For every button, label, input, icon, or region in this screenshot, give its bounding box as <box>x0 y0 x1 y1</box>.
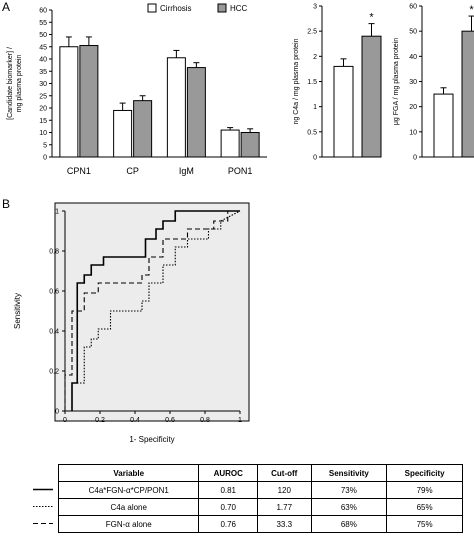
legend-label: HCC <box>230 4 248 13</box>
x-axis-label: 1- Specificity <box>129 435 174 444</box>
fga-bar-chart: 0 10 20 30 40 50 60 μg FGA / mg plasma protein * <box>393 4 474 162</box>
panel-b-label: B <box>2 197 10 211</box>
y-tick-label: 40 <box>409 54 417 61</box>
y-tick-label: 60 <box>39 8 47 15</box>
y-tick-label: 50 <box>39 32 47 39</box>
biomarker-bar-chart: 0 5 10 15 20 25 30 35 40 45 50 55 60 [Candidate bioma… <box>7 3 267 176</box>
y-tick-label: 10 <box>39 130 47 137</box>
roc-line-dashed <box>64 210 240 411</box>
y-tick-label: 0 <box>413 155 417 162</box>
x-tick-label: CPN1 <box>67 166 91 176</box>
y-tick-label: 35 <box>39 69 47 76</box>
table-row: C4a*FGN-α*CP/PON1 0.81 120 73% 79% <box>57 481 463 499</box>
y-tick-label: 0.8 <box>49 249 59 256</box>
y-tick-label: 55 <box>39 20 47 27</box>
y-tick-label: 1.5 <box>307 79 317 86</box>
y-axis-label: Sensitivity <box>13 293 22 329</box>
y-tick-label: 0.6 <box>49 289 59 296</box>
panel-a-label: A <box>2 0 10 14</box>
y-tick-label: 0.5 <box>307 129 317 136</box>
y-tick-label: 20 <box>39 106 47 113</box>
roc-summary-table: Variable AUROC Cut-off Sensitivity Speci… <box>57 464 463 533</box>
legend-swatch <box>217 3 227 13</box>
y-tick-label: 30 <box>39 81 47 88</box>
y-tick-label: 2.5 <box>307 29 317 36</box>
y-axis-label-line: mg plasma protein <box>16 55 23 113</box>
y-tick-label: 30 <box>409 79 417 86</box>
significance-marker: * <box>469 4 474 16</box>
y-tick-label: 60 <box>409 4 417 11</box>
x-tick-label: 0 <box>63 417 67 424</box>
y-tick-label: 1 <box>55 209 59 216</box>
y-axis-label: μg FGA / mg plasma protein <box>393 38 400 125</box>
cutoff-cell: 33.3 <box>257 515 312 533</box>
x-tick-label: CP <box>126 166 139 176</box>
y-tick-label: 0 <box>55 409 59 416</box>
y-axis-label-line: [Candidate biomarker] / <box>7 47 14 120</box>
y-tick-label: 0 <box>313 155 317 162</box>
variable-cell: FGN-α alone <box>57 515 200 533</box>
y-axis-label: ng C4a / mg plasma protein <box>293 38 300 124</box>
auroc-cell: 0.76 <box>198 515 258 533</box>
x-tick-label: 1 <box>238 417 242 424</box>
y-tick-label: 50 <box>409 29 417 36</box>
x-tick-label: 0.4 <box>130 417 140 424</box>
y-tick-label: 0.2 <box>49 369 59 376</box>
y-tick-label: 2 <box>313 54 317 61</box>
x-tick-label: IgM <box>179 166 194 176</box>
y-tick-label: 25 <box>39 93 47 100</box>
x-tick-label: PON1 <box>228 166 253 176</box>
c4a-bar-chart: 0 0.5 1 1.5 2 2.5 3 ng C4a / mg plasma protein * <box>293 4 382 162</box>
legend-swatch <box>147 3 157 13</box>
y-tick-label: 0 <box>43 155 47 162</box>
y-tick-label: 3 <box>313 4 317 11</box>
x-tick-label: 0.8 <box>200 417 210 424</box>
y-tick-label: 5 <box>43 142 47 149</box>
y-tick-label: 1 <box>313 104 317 111</box>
auroc-cell: 0.81 <box>198 481 258 499</box>
table-row: FGN-α alone 0.76 33.3 68% 75% <box>57 515 463 533</box>
y-tick-label: 10 <box>409 129 417 136</box>
y-axis-label: [Candidate biomarker] / mg plasma protein <box>7 47 23 120</box>
x-tick-label: 0.2 <box>95 417 105 424</box>
y-tick-label: 45 <box>39 44 47 51</box>
specificity-cell: 75% <box>386 515 463 533</box>
y-tick-label: 15 <box>39 118 47 125</box>
y-tick-label: 20 <box>409 104 417 111</box>
roc-line-solid <box>71 210 240 411</box>
x-tick-label: 0.6 <box>165 417 175 424</box>
y-tick-label: 0.4 <box>49 329 59 336</box>
roc-line-dotted <box>71 210 241 411</box>
roc-curve-chart: 0 0.2 0.4 0.6 0.8 1 0 0.2 0.4 0.6 0.8 1 Sensitivity 1… <box>13 202 250 444</box>
y-tick-label: 40 <box>39 57 47 64</box>
significance-marker: * <box>369 12 374 24</box>
legend-label: Cirrhosis <box>160 4 192 13</box>
